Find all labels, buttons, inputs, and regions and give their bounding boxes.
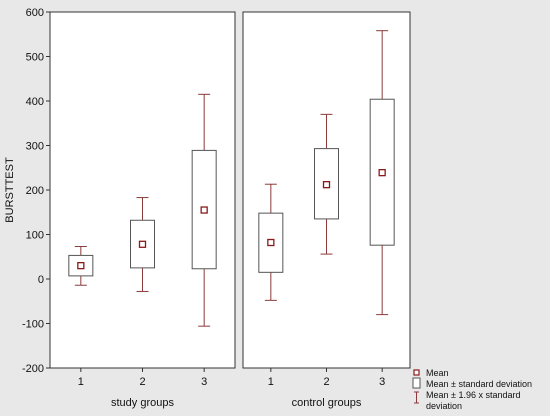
- y-tick-label: 400: [26, 96, 44, 108]
- legend-sd-label: Mean ± standard deviation: [426, 379, 532, 389]
- y-tick-label: -100: [22, 319, 44, 331]
- x-tick-label: 1: [268, 376, 274, 388]
- x-axis-label: control groups: [292, 397, 362, 409]
- panel-2: 1 2 3 control groups: [242, 11, 411, 409]
- panel-1: 1 2 3 study groups: [49, 11, 236, 409]
- box-group: 1: [258, 183, 284, 388]
- y-axis: -200 -100 0 100 200 300 400 500 600: [22, 7, 50, 375]
- box-group: 3: [369, 30, 395, 388]
- mean-marker: [322, 181, 331, 189]
- box-group: 2: [314, 113, 339, 388]
- y-tick-label: 100: [26, 230, 44, 242]
- x-tick-label: 2: [323, 376, 329, 388]
- mean-marker: [77, 261, 85, 270]
- y-tick-label: 600: [26, 7, 44, 19]
- box-group: 3: [191, 93, 217, 388]
- mean-marker: [267, 238, 275, 247]
- legend-sd-box-icon: [412, 377, 421, 389]
- mean-marker: [138, 240, 147, 248]
- y-tick-label: 300: [26, 141, 44, 153]
- legend-ci-label-line2: deviation: [426, 401, 462, 411]
- x-tick-label: 3: [201, 376, 207, 388]
- x-tick-label: 2: [139, 376, 145, 388]
- legend-mean-label: Mean: [426, 368, 449, 378]
- mean-marker: [378, 168, 386, 177]
- box-group: 1: [68, 246, 94, 388]
- legend-mean-marker: [413, 369, 420, 376]
- x-tick-label: 3: [379, 376, 385, 388]
- box-group: 2: [130, 197, 155, 388]
- y-tick-label: 500: [26, 52, 44, 64]
- x-axis-label: study groups: [111, 397, 174, 409]
- legend-ci-label-line1: Mean ± 1.96 x standard: [426, 390, 521, 400]
- y-tick-label: 0: [38, 274, 44, 286]
- y-axis-label: BURSTTEST: [4, 157, 16, 223]
- y-tick-label: 200: [26, 185, 44, 197]
- legend-ci-label: Mean ± 1.96 x standard deviation: [426, 390, 523, 411]
- y-tick-label: -200: [22, 363, 44, 375]
- plot-panels: 1 2 3 study groups 1 2 3 control groups: [49, 11, 411, 409]
- x-tick-label: 1: [78, 376, 84, 388]
- mean-marker: [200, 206, 208, 214]
- legend: Mean Mean ± standard deviation Mean ± 1.…: [412, 368, 532, 411]
